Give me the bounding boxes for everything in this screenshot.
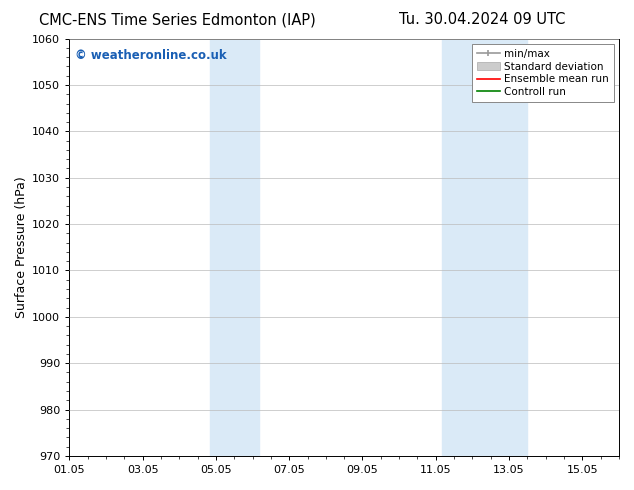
- Bar: [210, 39, 259, 456]
- Text: © weatheronline.co.uk: © weatheronline.co.uk: [75, 49, 226, 62]
- Bar: [442, 39, 527, 456]
- Y-axis label: Surface Pressure (hPa): Surface Pressure (hPa): [15, 176, 28, 318]
- Text: Tu. 30.04.2024 09 UTC: Tu. 30.04.2024 09 UTC: [399, 12, 565, 27]
- Text: CMC-ENS Time Series Edmonton (IAP): CMC-ENS Time Series Edmonton (IAP): [39, 12, 316, 27]
- Legend: min/max, Standard deviation, Ensemble mean run, Controll run: min/max, Standard deviation, Ensemble me…: [472, 44, 614, 102]
